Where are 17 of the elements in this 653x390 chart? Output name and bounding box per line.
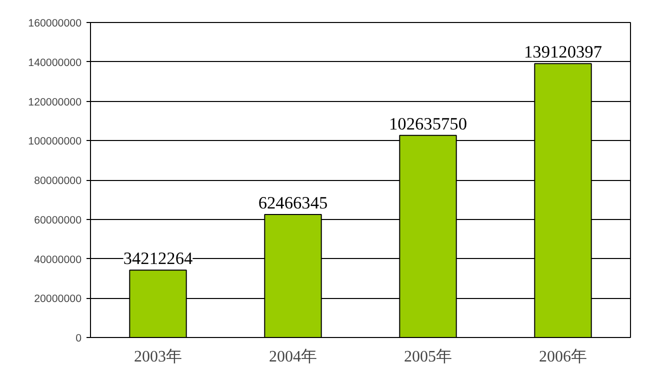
y-tick-label: 100000000 (28, 136, 82, 148)
y-tick-label: 120000000 (28, 96, 82, 108)
data-label: 62466345 (258, 194, 328, 213)
y-tick-label: 40000000 (34, 254, 82, 266)
data-label: 139120397 (524, 42, 602, 62)
y-tick-label: 80000000 (34, 175, 82, 187)
x-tick-label: 2005年 (404, 348, 452, 366)
x-tick-label: 2004年 (269, 348, 317, 366)
x-tick-label: 2006年 (539, 348, 587, 366)
x-tick-label: 2003年 (134, 348, 182, 366)
data-label: 34212264 (123, 249, 193, 268)
y-tick-label: 0 (76, 332, 82, 344)
y-tick-label: 160000000 (28, 18, 82, 30)
y-tick-label: 60000000 (34, 214, 82, 226)
y-tick-label: 140000000 (28, 56, 82, 69)
y-tick-label: 20000000 (34, 293, 82, 306)
data-label: 102635750 (389, 114, 467, 134)
